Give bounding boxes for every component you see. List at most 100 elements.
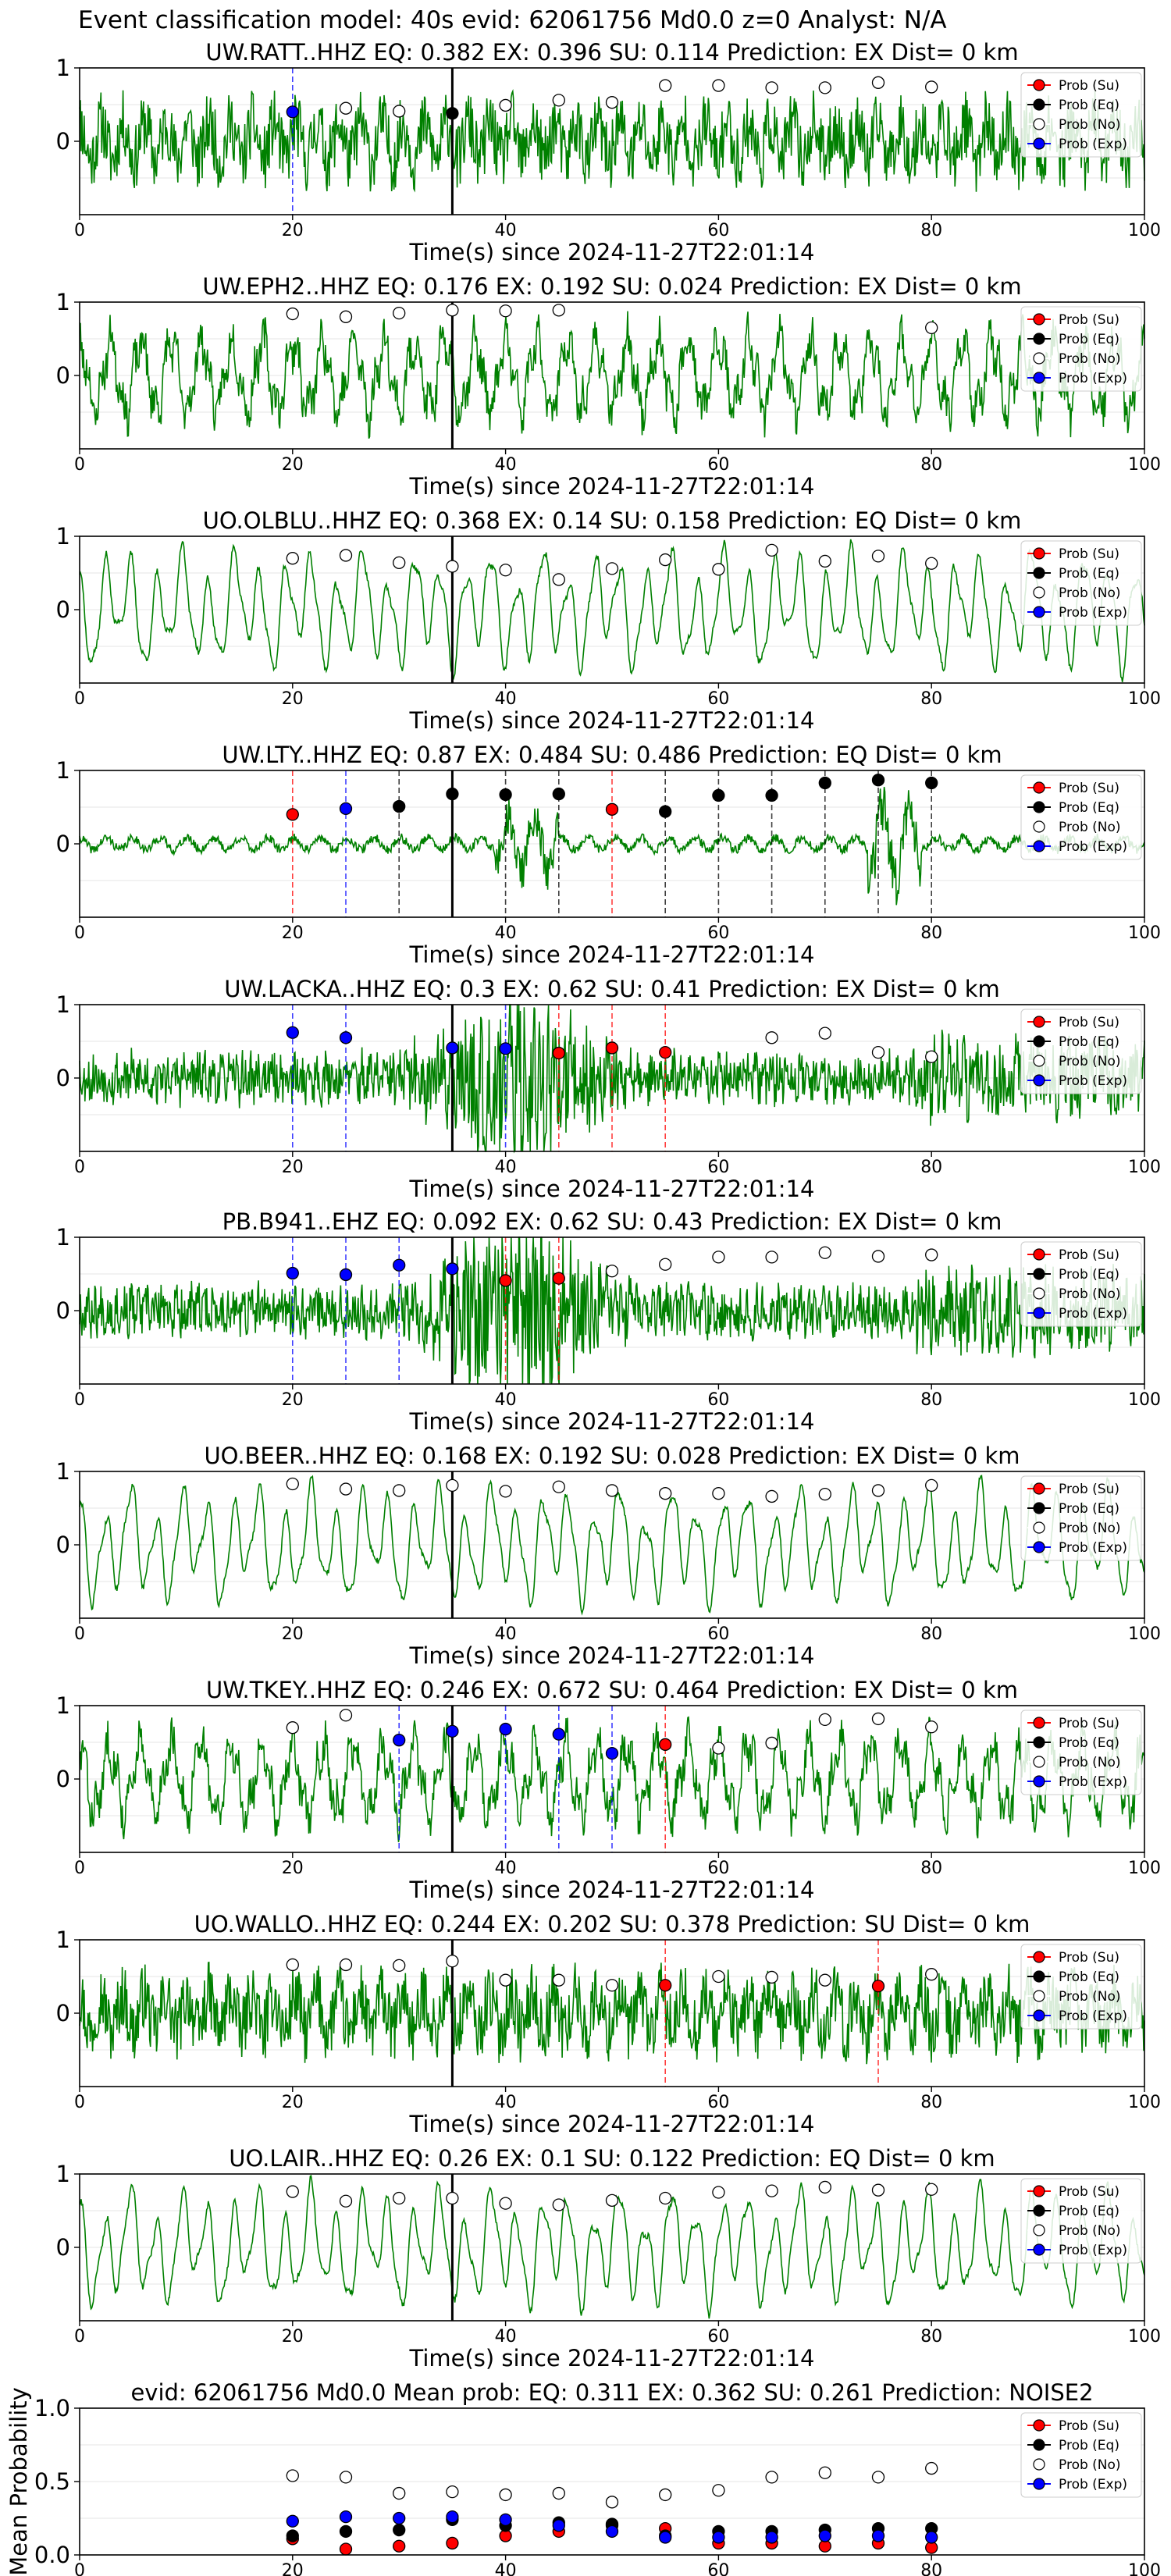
waveform-trace xyxy=(79,1475,1145,1616)
panel-1: UW.RATT..HHZ EQ: 0.382 EX: 0.396 SU: 0.1… xyxy=(56,39,1161,265)
y-tick-label: 0 xyxy=(56,1297,70,1324)
prob-point-su xyxy=(393,2539,406,2553)
legend-label-no: Prob (No) xyxy=(1059,1054,1121,1069)
legend-marker-eq xyxy=(1033,2439,1045,2451)
y-tick-label: 0 xyxy=(56,2000,70,2026)
legend-marker-eq xyxy=(1033,801,1045,813)
prob-point-exp xyxy=(499,1042,512,1055)
legend-label-su: Prob (Su) xyxy=(1059,1950,1119,1966)
prob-point-exp xyxy=(446,1724,459,1738)
prob-point-exp xyxy=(552,1727,565,1741)
legend-marker-eq xyxy=(1033,1736,1045,1749)
legend-marker-exp xyxy=(1033,1541,1045,1553)
legend-box xyxy=(1020,1944,1142,2030)
legend-label-su: Prob (Su) xyxy=(1059,1015,1119,1030)
prob-point-no xyxy=(871,1250,885,1263)
prob-point-no xyxy=(446,1955,459,1968)
prob-point-no xyxy=(499,2197,512,2210)
prob-point-no xyxy=(499,564,512,577)
x-tick-label: 20 xyxy=(282,1624,304,1644)
legend-marker-su xyxy=(1033,79,1045,91)
legend: Prob (Su) Prob (Eq) Prob (No) Prob (Exp) xyxy=(1020,1944,1142,2030)
prob-point-no xyxy=(765,2471,778,2484)
x-tick-label: 20 xyxy=(282,1859,304,1878)
prob-point-su xyxy=(446,2536,459,2550)
prob-point-no xyxy=(925,2183,938,2196)
legend-marker-no xyxy=(1033,1287,1045,1300)
x-tick-label: 60 xyxy=(707,2561,729,2576)
prob-point-exp xyxy=(446,2510,459,2524)
panel-10: UO.LAIR..HHZ EQ: 0.26 EX: 0.1 SU: 0.122 … xyxy=(56,2145,1161,2371)
legend-marker-su xyxy=(1033,1717,1045,1729)
legend-marker-su xyxy=(1033,313,1045,326)
x-tick-label: 20 xyxy=(282,689,304,709)
legend-marker-exp xyxy=(1033,137,1045,150)
legend-marker-no xyxy=(1033,118,1045,130)
legend-label-eq: Prob (Eq) xyxy=(1059,1501,1119,1517)
x-tick-label: 0 xyxy=(74,1158,85,1177)
x-tick-label: 20 xyxy=(282,1390,304,1410)
legend-label-eq: Prob (Eq) xyxy=(1059,332,1119,347)
x-tick-label: 100 xyxy=(1128,2327,1161,2347)
prob-point-no xyxy=(712,2186,725,2199)
prob-point-no xyxy=(659,1258,672,1271)
x-tick-label: 0 xyxy=(74,455,85,475)
prob-point-no xyxy=(393,2191,406,2205)
y-tick-label: 1 xyxy=(56,2161,70,2187)
prob-point-exp xyxy=(286,1266,299,1280)
legend-label-su: Prob (Su) xyxy=(1059,781,1119,796)
prob-point-no xyxy=(925,1248,938,1261)
prob-point-su xyxy=(552,1272,565,1285)
legend-box xyxy=(1020,2178,1142,2264)
prob-point-no xyxy=(552,304,565,317)
prob-point-no xyxy=(552,1973,565,1987)
prob-point-exp xyxy=(605,1746,619,1760)
legend-label-exp: Prob (Exp) xyxy=(1059,1774,1127,1790)
panel-6: PB.B941..EHZ EQ: 0.092 EX: 0.62 SU: 0.43… xyxy=(56,1208,1161,1435)
x-tick-label: 60 xyxy=(707,2327,729,2347)
x-tick-label: 80 xyxy=(920,455,942,475)
legend-marker-su xyxy=(1033,2419,1045,2432)
x-tick-label: 40 xyxy=(495,1624,517,1644)
legend-marker-su xyxy=(1033,1016,1045,1028)
prob-point-no xyxy=(925,80,938,94)
legend: Prob (Su) Prob (Eq) Prob (No) Prob (Exp) xyxy=(1020,774,1142,860)
x-tick-label: 20 xyxy=(282,455,304,475)
x-tick-label: 60 xyxy=(707,689,729,709)
x-tick-label: 80 xyxy=(920,2327,942,2347)
legend-box xyxy=(1020,540,1142,626)
panel-11: evid: 62061756 Md0.0 Mean prob: EQ: 0.31… xyxy=(5,2379,1161,2576)
panel-title: PB.B941..EHZ EQ: 0.092 EX: 0.62 SU: 0.43… xyxy=(222,1208,1002,1235)
x-tick-label: 100 xyxy=(1128,221,1161,240)
y-tick-label: 0 xyxy=(56,1532,70,1558)
legend-label-no: Prob (No) xyxy=(1059,117,1121,133)
prob-point-no xyxy=(339,101,353,115)
waveform-trace xyxy=(79,1962,1145,2065)
x-axis-label: Time(s) since 2024-11-27T22:01:14 xyxy=(409,707,815,734)
legend: Prob (Su) Prob (Eq) Prob (No) Prob (Exp) xyxy=(1020,1475,1142,1561)
y-tick-label: 1 xyxy=(56,1458,70,1485)
legend-label-eq: Prob (Eq) xyxy=(1059,2204,1119,2219)
legend-marker-exp xyxy=(1033,606,1045,618)
legend-label-exp: Prob (Exp) xyxy=(1059,371,1127,386)
prob-point-exp xyxy=(286,2514,299,2528)
prob-point-no xyxy=(339,1958,353,1972)
prob-point-no xyxy=(286,307,299,321)
x-tick-label: 40 xyxy=(495,923,517,943)
prob-point-su xyxy=(286,808,299,821)
prob-point-exp xyxy=(393,2511,406,2525)
legend-marker-exp xyxy=(1033,2009,1045,2022)
prob-point-su xyxy=(659,1979,672,1992)
legend-box xyxy=(1020,1241,1142,1327)
waveform-trace xyxy=(79,311,1145,439)
prob-point-no xyxy=(605,1979,619,1992)
legend-label-su: Prob (Su) xyxy=(1059,1247,1119,1263)
prob-point-no xyxy=(393,556,406,569)
y-tick-label: 0 xyxy=(56,831,70,857)
x-tick-label: 40 xyxy=(495,2327,517,2347)
prob-point-no xyxy=(605,1484,619,1497)
legend-marker-no xyxy=(1033,1055,1045,1067)
prob-point-no xyxy=(339,1482,353,1496)
legend-marker-exp xyxy=(1033,840,1045,852)
panel-title: UW.RATT..HHZ EQ: 0.382 EX: 0.396 SU: 0.1… xyxy=(205,39,1018,66)
